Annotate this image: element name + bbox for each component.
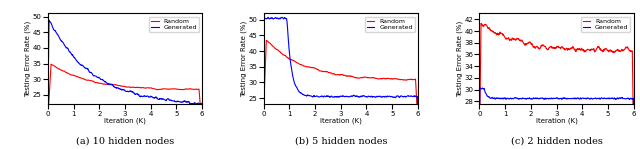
X-axis label: Iteration (K): Iteration (K) <box>104 118 146 124</box>
Legend: Random, Generated: Random, Generated <box>149 17 199 32</box>
Title: (a) 10 hidden nodes: (a) 10 hidden nodes <box>76 136 174 145</box>
Legend: Random, Generated: Random, Generated <box>580 17 630 32</box>
Y-axis label: Testing Error Rate (%): Testing Error Rate (%) <box>25 21 31 97</box>
Title: (c) 2 hidden nodes: (c) 2 hidden nodes <box>511 136 602 145</box>
Title: (b) 5 hidden nodes: (b) 5 hidden nodes <box>294 136 387 145</box>
X-axis label: Iteration (K): Iteration (K) <box>536 118 577 124</box>
Y-axis label: Testing Error Rate (%): Testing Error Rate (%) <box>241 21 247 97</box>
X-axis label: Iteration (K): Iteration (K) <box>320 118 362 124</box>
Legend: Random, Generated: Random, Generated <box>365 17 415 32</box>
Y-axis label: Testing Error Rate (%): Testing Error Rate (%) <box>456 21 463 97</box>
